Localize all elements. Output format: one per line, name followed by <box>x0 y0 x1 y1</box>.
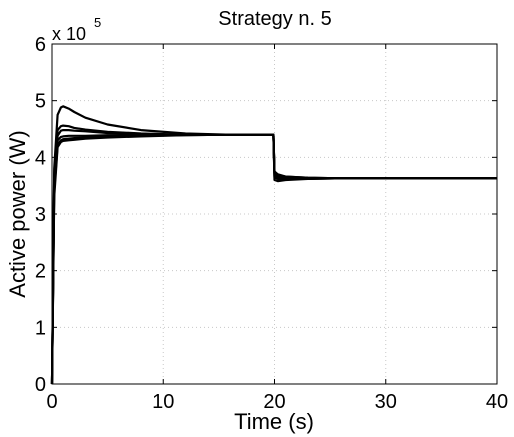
x-tick-label: 0 <box>46 391 57 413</box>
y-axis-label: Active power (W) <box>5 130 30 297</box>
x-tick-label: 10 <box>152 391 174 413</box>
x-tick-label: 30 <box>375 391 397 413</box>
y-tick-label: 6 <box>35 34 46 56</box>
y-tick-label: 3 <box>35 204 46 226</box>
y-tick-label: 4 <box>35 147 46 169</box>
y-tick-label: 2 <box>35 261 46 283</box>
x-tick-label: 40 <box>486 391 508 413</box>
axis-ticks: 0 10 20 30 40 0 1 2 3 4 5 6 <box>35 34 508 413</box>
x-tick-label: 20 <box>263 391 285 413</box>
y-multiplier-exponent: 5 <box>94 15 101 30</box>
grid <box>52 44 497 384</box>
y-tick-label: 1 <box>35 317 46 339</box>
series-line-unit-6 <box>50 133 497 385</box>
chart-title: Strategy n. 5 <box>218 8 331 30</box>
series-lines <box>50 105 497 385</box>
y-multiplier-label: x 10 <box>52 24 86 44</box>
y-tick-label: 0 <box>35 374 46 396</box>
x-axis-label: Time (s) <box>234 409 314 434</box>
y-tick-label: 5 <box>35 91 46 113</box>
